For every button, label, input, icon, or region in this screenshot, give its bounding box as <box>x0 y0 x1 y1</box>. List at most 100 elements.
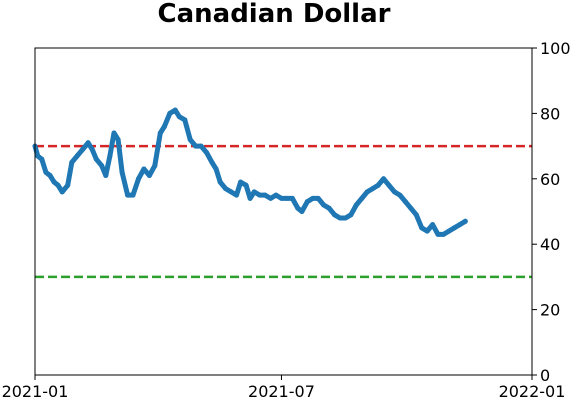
data-point <box>337 215 343 221</box>
data-point <box>343 215 348 221</box>
data-point <box>457 222 463 228</box>
data-point <box>430 222 436 228</box>
data-point <box>392 189 397 195</box>
data-point <box>172 107 178 113</box>
y-tick-label: 60 <box>540 170 560 189</box>
data-point <box>182 117 188 123</box>
data-point <box>348 212 354 218</box>
data-point <box>295 205 301 211</box>
data-point <box>80 146 86 152</box>
data-point <box>262 192 268 198</box>
data-point <box>257 192 263 198</box>
data-point <box>397 192 403 198</box>
data-point <box>65 182 71 188</box>
data-point <box>284 195 290 201</box>
data-point <box>289 195 295 201</box>
data-point <box>107 153 113 159</box>
data-point <box>136 176 141 182</box>
data-point <box>462 218 468 224</box>
data-point <box>35 153 41 159</box>
data-point <box>304 199 310 205</box>
x-tick-label: 2021-01 <box>2 382 69 401</box>
data-point <box>146 173 152 178</box>
data-point <box>167 110 173 116</box>
data-point <box>359 195 365 201</box>
data-point <box>451 225 457 231</box>
data-point <box>386 182 392 188</box>
data-point <box>119 169 125 175</box>
data-point <box>413 212 419 218</box>
data-point <box>247 195 253 201</box>
y-axis: 0 20 40 60 80 100 <box>532 39 571 385</box>
data-point <box>408 205 414 211</box>
data-point <box>332 212 338 218</box>
data-point <box>381 176 387 182</box>
data-point <box>93 156 99 162</box>
data-point <box>130 192 136 198</box>
data-point <box>187 137 193 143</box>
data-point <box>43 169 49 175</box>
data-point <box>310 195 316 201</box>
plot-frame <box>34 47 533 376</box>
data-point <box>446 228 452 234</box>
data-point <box>51 179 57 185</box>
data-point <box>157 130 163 136</box>
y-tick-label: 80 <box>540 104 560 123</box>
data-point <box>176 114 182 120</box>
series-group <box>32 107 468 237</box>
data-point <box>364 189 370 195</box>
data-point <box>326 205 332 211</box>
data-point <box>69 159 75 165</box>
data-point <box>213 166 219 172</box>
data-point <box>161 124 167 129</box>
y-tick-label: 100 <box>540 39 571 58</box>
data-point <box>268 195 274 201</box>
data-point <box>315 195 321 201</box>
y-tick-label: 20 <box>540 301 560 320</box>
data-point <box>299 209 305 214</box>
data-point <box>59 189 65 195</box>
x-axis: 2021-01 2021-07 2022-01 <box>2 375 566 401</box>
data-point <box>47 173 53 178</box>
data-point <box>209 159 215 165</box>
data-point <box>111 130 117 136</box>
data-point <box>198 143 204 149</box>
data-point <box>402 199 408 205</box>
y-tick-label: 0 <box>540 366 550 385</box>
data-point <box>353 202 359 208</box>
data-point <box>152 163 158 169</box>
data-point <box>234 192 239 198</box>
data-point <box>424 228 430 234</box>
data-point <box>441 231 446 237</box>
data-point <box>435 231 441 237</box>
data-point <box>193 143 199 149</box>
data-point <box>39 156 45 162</box>
series-line <box>32 107 468 237</box>
data-point <box>228 189 234 195</box>
data-point <box>279 195 284 201</box>
data-point <box>370 186 376 192</box>
data-point <box>125 192 131 198</box>
data-point <box>204 150 210 156</box>
data-point <box>243 182 249 188</box>
data-point <box>74 153 80 159</box>
data-point <box>141 166 147 172</box>
data-point <box>223 186 229 192</box>
data-point <box>99 163 105 169</box>
data-point <box>55 182 61 188</box>
chart-title: Canadian Dollar <box>158 0 391 29</box>
data-point <box>217 179 223 185</box>
x-tick-label: 2022-01 <box>499 382 566 401</box>
data-point <box>89 146 95 152</box>
data-point <box>321 202 327 208</box>
data-point <box>103 173 109 178</box>
data-point <box>238 179 244 185</box>
x-tick-label: 2021-07 <box>248 382 315 401</box>
data-point <box>419 225 425 231</box>
data-point <box>375 182 381 188</box>
data-point <box>85 140 91 146</box>
data-point <box>273 192 279 198</box>
data-point <box>251 189 257 195</box>
y-tick-label: 40 <box>540 235 560 254</box>
